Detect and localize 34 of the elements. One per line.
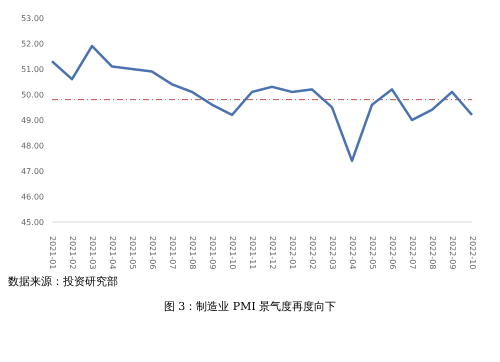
x-tick-label: 2021-11 [248,236,257,270]
x-tick-label: 2022-05 [368,236,377,270]
x-tick-label: 2022-04 [348,236,357,270]
x-tick-label: 2022-06 [388,236,397,270]
y-tick-label: 45.00 [21,218,44,227]
y-tick-label: 52.00 [21,39,44,48]
x-tick-label: 2022-09 [448,236,457,270]
x-tick-label: 2021-08 [188,236,197,270]
x-tick-label: 2022-08 [428,236,437,270]
x-tick-label: 2021-09 [208,236,217,270]
y-tick-label: 50.00 [21,90,44,100]
x-tick-label: 2022-07 [408,236,417,270]
x-tick-label: 2021-10 [228,236,237,270]
line-series [50,44,474,162]
x-tick-label: 2021-12 [268,236,277,270]
x-tick-label: 2021-06 [148,236,157,270]
x-tick-label: 2022-02 [308,236,317,270]
x-tick-label: 2022-01 [288,236,297,270]
x-tick-label: 2021-07 [168,236,177,270]
x-tick-label: 2021-05 [128,236,137,270]
y-tick-label: 51.00 [21,64,44,74]
y-tick-label: 46.00 [21,192,44,202]
x-tick-label: 2021-02 [68,236,77,270]
x-tick-label: 2021-01 [48,236,57,270]
x-tick-label: 2021-03 [88,236,97,270]
x-tick-label: 2021-04 [108,236,117,270]
source-note: 数据来源：投资研究部 [8,274,119,289]
x-tick-label: 2022-10 [468,236,477,270]
x-tick-label: 2022-03 [328,236,337,270]
y-tick-label: 53.00 [21,14,44,23]
y-tick-label: 47.00 [21,166,44,176]
y-tick-label: 48.00 [21,141,44,150]
y-tick-label: 49.00 [21,116,44,125]
caption: 图 3：制造业 PMI 景气度再度向下 [162,299,338,314]
